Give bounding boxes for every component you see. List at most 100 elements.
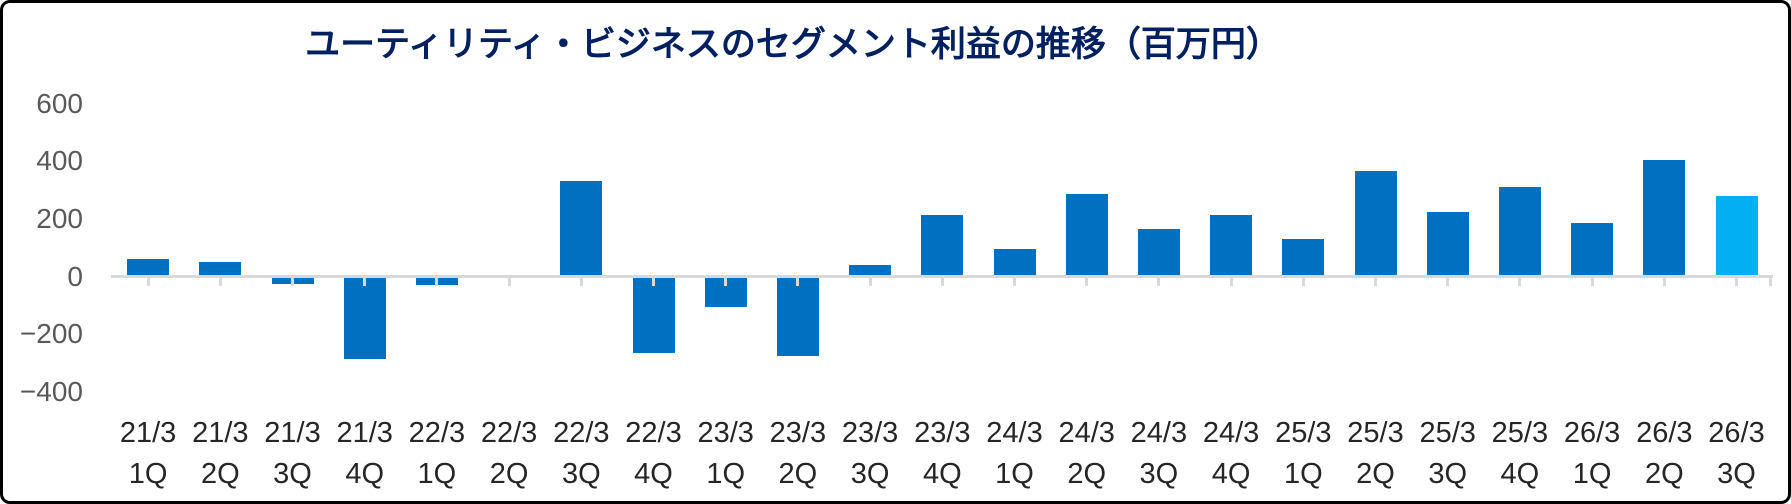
bar-23-3-2Q: [776, 276, 819, 356]
x-label-quarter: 2Q: [1067, 458, 1107, 490]
x-label-year: 24/3: [1202, 417, 1260, 449]
axis-tick: [1013, 278, 1016, 286]
x-label-quarter: 2Q: [489, 458, 529, 490]
bar-25-3-1Q: [1282, 239, 1325, 277]
x-axis-category-label: 21/3 1Q: [111, 413, 185, 495]
y-axis-tick-label: 0: [67, 260, 83, 292]
x-axis-category-label: 26/3 3Q: [1700, 413, 1774, 495]
x-label-quarter: 4Q: [922, 458, 962, 490]
axis-tick: [1229, 278, 1233, 286]
axis-tick: [579, 278, 583, 286]
x-label-quarter: 2Q: [200, 458, 240, 490]
bar-23-3-4Q: [921, 214, 964, 277]
axis-tick: [146, 278, 150, 286]
x-axis-category-label: 24/3 3Q: [1122, 413, 1196, 495]
bar-22-3-4Q: [632, 276, 675, 353]
x-label-year: 26/3: [1636, 417, 1693, 449]
x-label-quarter: 3Q: [1139, 458, 1179, 490]
axis-tick: [363, 278, 367, 286]
x-label-quarter: 3Q: [561, 458, 601, 490]
x-axis-category-label: 21/3 2Q: [183, 413, 257, 495]
x-axis-category-label: 22/3 2Q: [472, 413, 546, 495]
axis-tick: [1446, 278, 1450, 286]
axis-tick: [796, 278, 800, 286]
x-axis-category-label: 25/3 2Q: [1339, 413, 1413, 495]
axis-tick: [652, 278, 655, 286]
axis-tick: [1518, 278, 1522, 286]
x-axis-category-label: 22/3 1Q: [400, 413, 474, 495]
chart-title: ユーティリティ・ビジネスのセグメント利益の推移（百万円）: [305, 25, 1281, 64]
axis-tick: [1590, 278, 1594, 286]
y-axis-tick-label: −200: [19, 318, 83, 350]
x-label-year: 22/3: [553, 417, 610, 449]
x-label-quarter: 1Q: [995, 458, 1034, 490]
x-label-quarter: 2Q: [1644, 458, 1684, 490]
x-axis-category-label: 23/3 1Q: [689, 413, 763, 495]
bar-24-3-1Q: [993, 249, 1036, 277]
axis-tick: [1769, 278, 1773, 286]
x-label-year: 26/3: [1708, 417, 1765, 449]
x-label-quarter: 3Q: [273, 458, 312, 490]
x-label-year: 25/3: [1419, 417, 1476, 449]
bar-24-3-2Q: [1065, 194, 1108, 277]
x-axis-category-label: 22/3 3Q: [544, 413, 618, 495]
bar-21-3-2Q: [199, 262, 242, 277]
x-label-year: 23/3: [841, 417, 899, 449]
x-axis-category-label: 24/3 2Q: [1050, 413, 1124, 495]
x-axis-category-label: 26/3 2Q: [1627, 413, 1701, 495]
x-label-quarter: 2Q: [1356, 458, 1395, 490]
x-axis-category-label: 25/3 4Q: [1483, 413, 1557, 495]
x-label-year: 23/3: [769, 417, 827, 449]
x-label-quarter: 1Q: [1283, 458, 1323, 490]
x-label-quarter: 1Q: [1572, 458, 1612, 490]
x-label-quarter: 4Q: [1211, 458, 1251, 490]
bar-25-3-4Q: [1498, 187, 1541, 277]
x-axis-line: [111, 275, 1773, 278]
x-label-quarter: 4Q: [634, 458, 673, 490]
axis-tick: [940, 278, 944, 286]
bar-25-3-3Q: [1426, 211, 1469, 277]
x-label-quarter: 4Q: [345, 458, 385, 490]
y-axis-tick-label: 400: [36, 145, 83, 177]
x-label-year: 22/3: [625, 417, 682, 449]
x-axis-category-label: 25/3 3Q: [1411, 413, 1485, 495]
x-label-quarter: 1Q: [706, 458, 746, 490]
x-label-year: 24/3: [986, 417, 1043, 449]
x-label-year: 25/3: [1275, 417, 1332, 449]
x-label-quarter: 1Q: [417, 458, 457, 490]
x-label-quarter: 4Q: [1500, 458, 1540, 490]
x-label-quarter: 2Q: [778, 458, 818, 490]
bar-22-3-3Q: [560, 181, 603, 277]
x-label-year: 22/3: [480, 417, 538, 449]
axis-tick: [1662, 278, 1666, 286]
x-label-year: 21/3: [119, 417, 177, 449]
x-axis-category-label: 21/3 4Q: [328, 413, 402, 495]
axis-tick: [724, 278, 728, 286]
axis-tick: [1301, 278, 1305, 286]
axis-tick: [291, 278, 294, 286]
bar-24-3-4Q: [1210, 214, 1253, 277]
x-label-year: 22/3: [408, 417, 466, 449]
bar-26-3-3Q: [1715, 195, 1758, 277]
axis-tick: [435, 278, 439, 286]
x-label-quarter: 3Q: [850, 458, 890, 490]
x-axis-category-label: 23/3 2Q: [761, 413, 835, 495]
bar-24-3-3Q: [1137, 228, 1180, 277]
axis-tick: [1374, 278, 1377, 286]
x-axis-category-label: 26/3 1Q: [1555, 413, 1629, 495]
x-axis-category-label: 23/3 4Q: [905, 413, 979, 495]
axis-tick: [1157, 278, 1161, 286]
y-axis-tick-label: −400: [19, 375, 83, 407]
axis-tick: [218, 278, 222, 286]
bar-21-3-1Q: [127, 259, 170, 277]
x-label-year: 25/3: [1491, 417, 1549, 449]
x-label-year: 23/3: [697, 417, 754, 449]
axis-tick: [1735, 278, 1738, 286]
bar-25-3-2Q: [1354, 171, 1397, 277]
axis-tick: [1085, 278, 1089, 286]
x-label-year: 24/3: [1058, 417, 1115, 449]
bar-21-3-4Q: [343, 276, 386, 359]
y-axis-tick-label: 200: [36, 202, 83, 234]
axis-tick: [868, 278, 872, 286]
